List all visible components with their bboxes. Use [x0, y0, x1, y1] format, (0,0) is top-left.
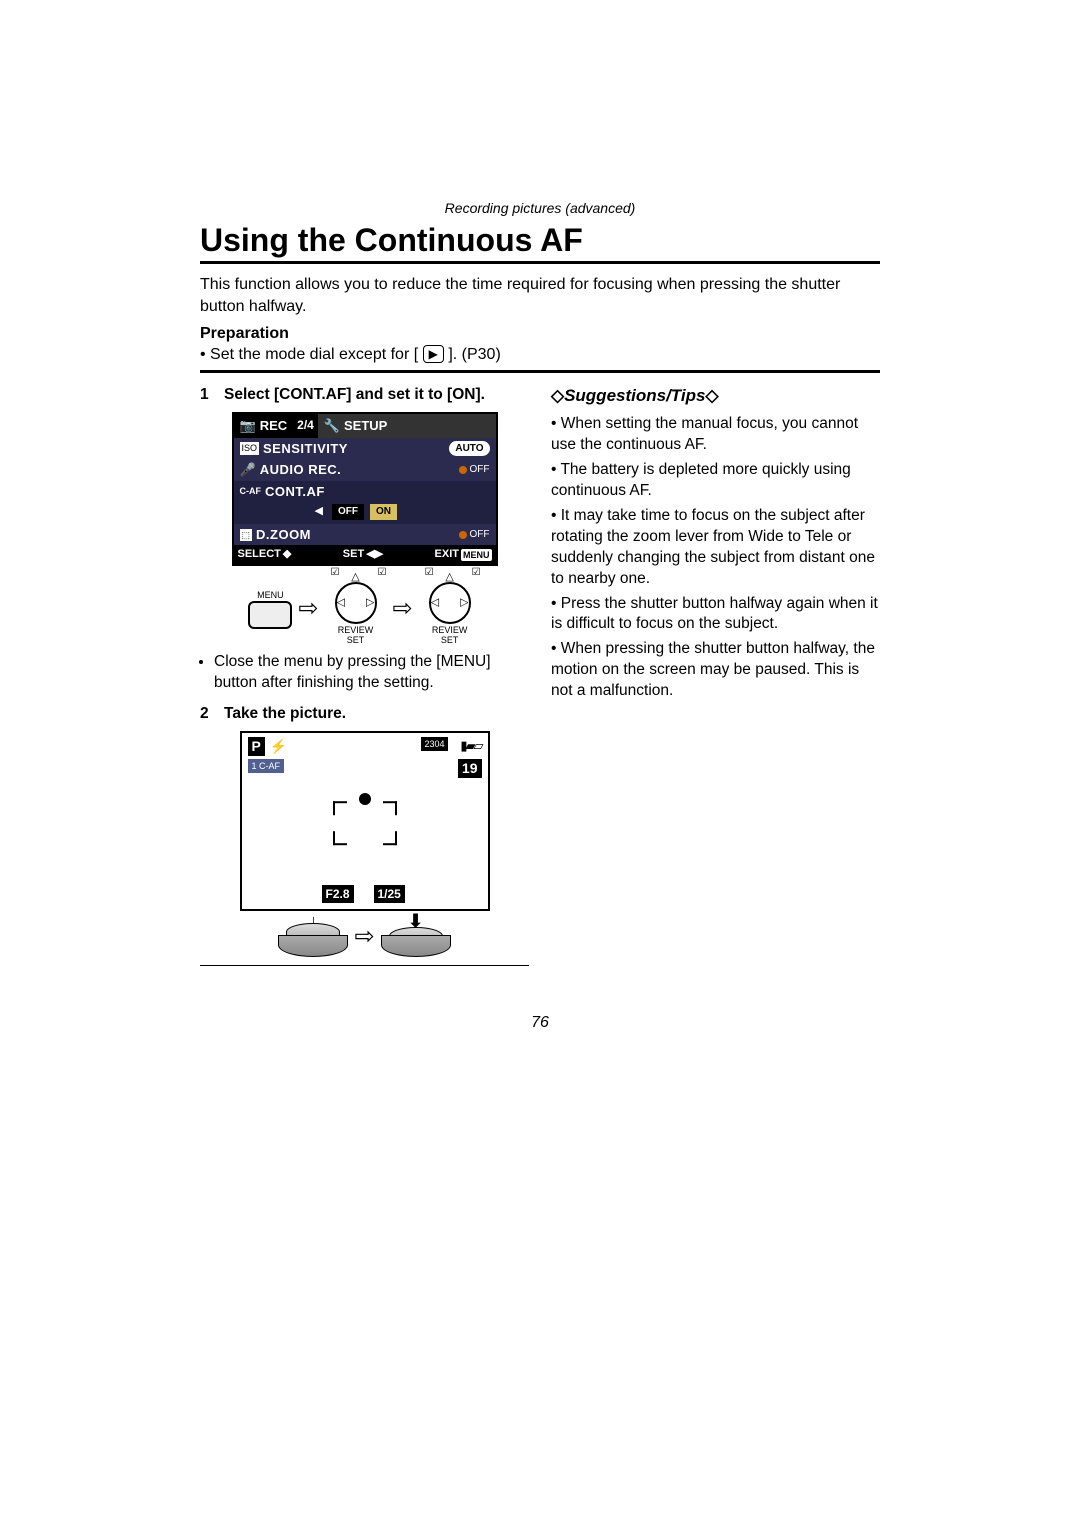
menu-button-icon	[248, 601, 292, 629]
tip-text: When setting the manual focus, you canno…	[551, 415, 858, 453]
lcd-mode: P	[248, 737, 265, 756]
preparation-label: Preparation	[200, 325, 880, 343]
tip-item: • When setting the manual focus, you can…	[551, 414, 880, 456]
shutter-full-icon: ⬇	[381, 917, 451, 957]
tip-text: The battery is depleted more quickly usi…	[551, 461, 851, 499]
preparation-text: • Set the mode dial except for [ ▶ ]. (P…	[200, 345, 880, 364]
section-header: Recording pictures (advanced)	[200, 200, 880, 216]
status-dot-icon	[459, 466, 467, 474]
tip-item: • It may take time to focus on the subje…	[551, 506, 880, 590]
menu-row-contaf: C-AF CONT.AF	[234, 481, 496, 503]
menu-audio-label: AUDIO REC.	[260, 461, 453, 479]
rec-tab: 📷 REC	[234, 414, 294, 438]
lcd-count: 19	[458, 759, 482, 778]
hr-after-prep	[200, 370, 880, 373]
menu-audio-value: OFF	[470, 463, 490, 477]
menu-page-count: 2/4	[293, 414, 318, 438]
lcd-caf-badge: 1 C-AF	[248, 759, 285, 773]
step-1-num: 1	[200, 385, 214, 406]
tips-header: ◇Suggestions/Tips◇	[551, 385, 880, 408]
shutter-half-icon: ↓	[278, 917, 348, 957]
page-number: 76	[200, 1014, 880, 1032]
menu-sensitivity-value: AUTO	[449, 441, 489, 457]
navigation-diagram: MENU ⇨ ☑☑ △REVIEW ◁▷ SET ⇨ ☑☑	[200, 572, 529, 646]
caf-prefix: C-AF	[240, 485, 262, 497]
arrow-right-icon: ⇨	[393, 593, 413, 625]
lcd-preview-diagram: P ⚡ 2304 ▮▰▱ 1 C-AF 19 F2.8 1/25	[240, 731, 490, 911]
dpad-icon: ☑☑ △REVIEW ◁▷	[325, 572, 387, 634]
lcd-shutter: 1/25	[374, 885, 405, 903]
arrow-right-icon: ⇨	[354, 921, 374, 953]
camera-icon: 📷	[240, 417, 256, 435]
step-2-num: 2	[200, 704, 214, 725]
tips-header-text: Suggestions/Tips	[564, 386, 705, 405]
menu-row-audio: 🎤 AUDIO REC. OFF	[234, 459, 496, 481]
arrow-right-icon: ⇨	[298, 593, 318, 625]
off-option: OFF	[332, 504, 364, 520]
menu-footer: SELECT ◆ SET ◀▶ EXIT MENU	[234, 545, 496, 564]
footer-set: SET	[343, 547, 364, 562]
menu-screen-diagram: 📷 REC 2/4 🔧 SETUP ISO SENSITIVITY AUTO 🎤	[232, 412, 498, 566]
menu-label: MENU	[248, 589, 292, 601]
setup-tab-label: SETUP	[344, 417, 387, 435]
focus-frame-icon	[333, 801, 397, 845]
footer-exit: EXIT	[435, 547, 459, 562]
tip-text: Press the shutter button halfway again w…	[551, 595, 878, 633]
step1-note-item: Close the menu by pressing the [MENU] bu…	[214, 652, 529, 694]
dzoom-icon: ⬚	[240, 529, 253, 541]
menu-contaf-label: CONT.AF	[265, 483, 490, 501]
menu-row-dzoom: ⬚ D.ZOOM OFF	[234, 524, 496, 546]
footer-select: SELECT	[238, 547, 281, 562]
step-1-text: Select [CONT.AF] and set it to [ON].	[224, 385, 529, 406]
step-2: 2 Take the picture.	[200, 704, 529, 725]
menu-dzoom-value: OFF	[470, 528, 490, 542]
iso-icon: ISO	[240, 442, 260, 454]
shutter-press-diagram: ↓ ⇨ ⬇	[200, 917, 529, 957]
left-arrow-icon: ◀	[312, 504, 326, 520]
tip-item: • Press the shutter button halfway again…	[551, 594, 880, 636]
dpad-icon: ☑☑ △REVIEW ◁▷	[419, 572, 481, 634]
menu-sensitivity-label: SENSITIVITY	[263, 440, 449, 458]
footer-menu-chip: MENU	[461, 549, 492, 561]
status-dot-icon	[459, 531, 467, 539]
tip-item: • When pressing the shutter button halfw…	[551, 639, 880, 702]
prep-before: • Set the mode dial except for [	[200, 346, 418, 363]
menu-dzoom-label: D.ZOOM	[256, 526, 452, 544]
mic-icon: 🎤	[240, 461, 256, 479]
rec-tab-label: REC	[260, 417, 287, 435]
setup-tab: 🔧 SETUP	[318, 414, 496, 438]
step-1: 1 Select [CONT.AF] and set it to [ON].	[200, 385, 529, 406]
step-2-text: Take the picture.	[224, 704, 529, 725]
lcd-aperture: F2.8	[322, 885, 354, 903]
on-option: ON	[370, 504, 397, 520]
page-title: Using the Continuous AF	[200, 222, 880, 259]
flash-icon: ⚡	[270, 737, 287, 756]
title-rule	[200, 261, 880, 264]
tips-list: • When setting the manual focus, you can…	[551, 414, 880, 702]
menu-row-sensitivity: ISO SENSITIVITY AUTO	[234, 438, 496, 460]
intro-text: This function allows you to reduce the t…	[200, 274, 880, 317]
left-col-end-rule	[200, 965, 529, 966]
play-mode-icon: ▶	[423, 345, 444, 363]
prep-after: ]. (P30)	[448, 346, 500, 363]
tip-text: It may take time to focus on the subject…	[551, 507, 875, 587]
wrench-icon: 🔧	[324, 417, 340, 435]
tip-item: • The battery is depleted more quickly u…	[551, 460, 880, 502]
step1-note: Close the menu by pressing the [MENU] bu…	[200, 652, 529, 694]
menu-onoff-selector: ◀ OFF ON ▶	[234, 502, 496, 524]
tip-text: When pressing the shutter button halfway…	[551, 640, 875, 699]
quality-icon: ▮▰▱	[460, 737, 481, 755]
lcd-size: 2304	[421, 737, 447, 751]
